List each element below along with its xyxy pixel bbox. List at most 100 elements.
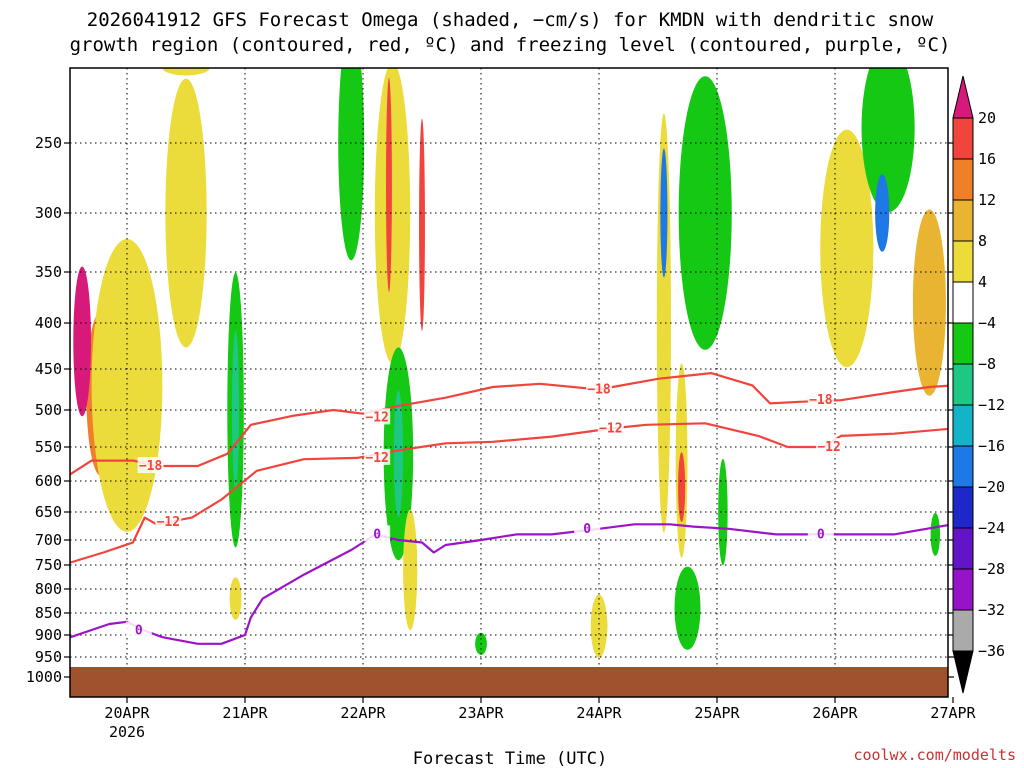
contour-label-background <box>807 391 834 408</box>
omega-blob <box>718 458 728 566</box>
colorbar-segment <box>952 363 974 406</box>
contour-label-background <box>597 419 624 436</box>
y-tick-label: 900 <box>35 626 62 644</box>
colorbar-label: −12 <box>978 396 1005 414</box>
x-tick-year-label: 2026 <box>109 723 145 741</box>
omega-blob <box>374 68 411 364</box>
x-tick-label: 24APR <box>576 704 622 722</box>
omega-blob <box>73 266 92 417</box>
y-tick-label: 300 <box>35 204 62 222</box>
omega-blob <box>820 129 874 368</box>
contour-minus18-label: −18 <box>139 459 163 474</box>
contour-label-background <box>364 448 391 465</box>
contour-label-background <box>807 525 834 542</box>
omega-blob <box>338 68 365 261</box>
contour-minus18-label: −18 <box>587 383 611 398</box>
y-tick-label: 700 <box>35 531 62 549</box>
plot-background <box>70 68 948 697</box>
y-tick-label: 500 <box>35 401 62 419</box>
omega-blob <box>419 118 425 331</box>
contour-label-background <box>816 438 843 454</box>
colorbar-label: −36 <box>978 642 1005 660</box>
x-tick-label: 25APR <box>694 704 740 722</box>
y-tick-label: 250 <box>35 134 62 152</box>
contour-minus12-label: −12 <box>817 440 840 455</box>
omega-blob <box>229 577 242 620</box>
x-tick-label: 21APR <box>222 704 268 722</box>
omega-blob <box>393 390 404 518</box>
omega-blob <box>386 77 392 293</box>
colorbar-label: 4 <box>978 273 987 291</box>
omega-blob <box>912 209 946 396</box>
omega-blob <box>91 239 163 532</box>
y-tick-label: 650 <box>35 503 62 521</box>
y-tick-label: 350 <box>35 263 62 281</box>
colorbar-arrow-bottom <box>952 650 974 694</box>
colorbar-label: 12 <box>978 191 996 209</box>
x-tick-label: 20APR <box>104 704 150 722</box>
colorbar-label: 20 <box>978 109 996 127</box>
colorbar-segment <box>952 445 974 488</box>
ground-terrain <box>70 667 948 697</box>
contour-minus18-label: −18 <box>809 393 833 408</box>
chart-title-line-1: 2026041912 GFS Forecast Omega (shaded, −… <box>87 9 934 31</box>
plot-frame <box>69 67 949 698</box>
contour-label-background <box>155 513 182 530</box>
colorbar-label: −32 <box>978 601 1005 619</box>
freezing-level-contour-label: 0 <box>373 527 381 542</box>
x-tick-label: 23APR <box>458 704 504 722</box>
colorbar-segment <box>952 404 974 447</box>
omega-blob <box>930 512 941 556</box>
colorbar-segment <box>952 568 974 611</box>
omega-blob <box>678 452 686 523</box>
y-tick-label: 1000 <box>26 668 62 686</box>
contour-minus12-label: −12 <box>599 422 622 437</box>
colorbar-segment <box>952 240 974 283</box>
omega-blob <box>674 566 701 650</box>
omega-blob <box>403 509 418 630</box>
omega-blob <box>875 174 890 252</box>
colorbar-segment <box>952 527 974 570</box>
colorbar-arrow-top <box>952 75 974 119</box>
temperature-contours: −18 −18 −18 −12 −12 −12 −12 −12 0 0 0 0 <box>70 372 948 645</box>
colorbar-label: −4 <box>978 314 996 332</box>
contour-label-background <box>125 621 152 638</box>
x-axis-label: Forecast Time (UTC) <box>413 749 607 768</box>
colorbar-label: −8 <box>978 355 996 373</box>
colorbar-segment <box>952 322 974 365</box>
y-tick-label: 800 <box>35 580 62 598</box>
plot-area: −18 −18 −18 −12 −12 −12 −12 −12 0 0 0 0 <box>70 68 948 697</box>
x-tick-label: 22APR <box>340 704 386 722</box>
x-axis-ticks: 20APR 21APR 22APR 23APR 24APR 25APR 26APR 27APR… <box>104 697 977 741</box>
contour-label-background <box>364 408 391 425</box>
y-tick-label: 400 <box>35 314 62 332</box>
chart-title-line-2: growth region (contoured, red, ºC) and f… <box>70 34 951 56</box>
omega-blob <box>861 68 915 213</box>
colorbar-segment <box>952 117 974 160</box>
omega-blob <box>590 594 608 658</box>
freezing-level-contour-label: 0 <box>817 527 825 542</box>
x-tick-label: 26APR <box>812 704 858 722</box>
freezing-level-contour <box>70 523 948 645</box>
colorbar-segment <box>952 281 974 324</box>
y-tick-label: 950 <box>35 648 62 666</box>
colorbar-label: 16 <box>978 150 996 168</box>
contour-minus12-label: −12 <box>365 451 388 466</box>
colorbar-segment <box>952 158 974 201</box>
y-tick-label: 600 <box>35 472 62 490</box>
colorbar-segment <box>952 609 974 652</box>
colorbar-segment <box>952 486 974 529</box>
colorbar-label: −20 <box>978 478 1005 496</box>
y-tick-label: 850 <box>35 604 62 622</box>
omega-blob <box>656 113 671 533</box>
contour-label-background <box>364 525 391 542</box>
colorbar-label: −28 <box>978 560 1005 578</box>
credit-text: coolwx.com/modelts <box>853 746 1016 764</box>
contour-minus12-label: −12 <box>157 515 180 530</box>
y-tick-label: 450 <box>35 360 62 378</box>
colorbar: 20 16 12 8 4 −4 −8 −12 −16 −20 −24 −28 −32 −36 <box>952 75 1005 694</box>
contour-label-background <box>137 457 164 474</box>
contour-minus12-label: −12 <box>365 410 388 425</box>
x-tick-label: 27APR <box>930 704 976 722</box>
